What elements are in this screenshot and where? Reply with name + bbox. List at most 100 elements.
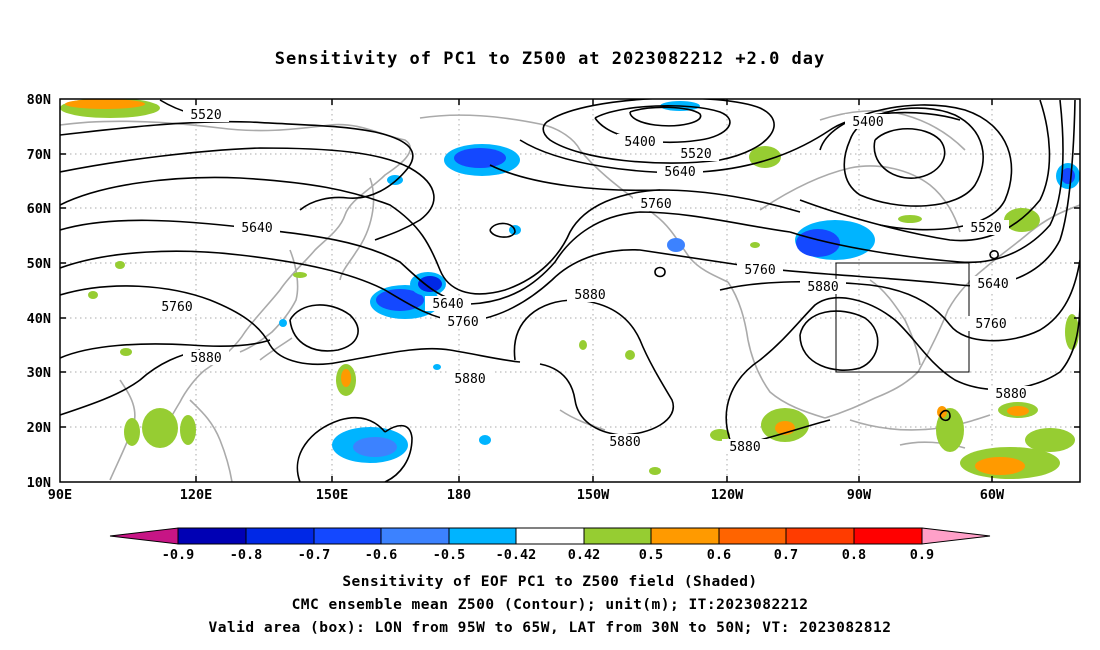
lon-label: 150W <box>577 487 610 503</box>
svg-text:5640: 5640 <box>977 277 1008 292</box>
colorbar-label: 0.9 <box>910 547 934 563</box>
colorbar-label: -0.7 <box>298 547 331 563</box>
colorbar-segment <box>177 527 247 545</box>
colorbar-segment <box>718 527 787 545</box>
colorbar-segment <box>515 527 585 545</box>
patch-negative <box>418 276 442 292</box>
patch-positive <box>1007 406 1029 416</box>
tick-marks <box>60 99 1080 482</box>
lon-label: 120W <box>711 487 744 503</box>
svg-text:5520: 5520 <box>680 147 711 162</box>
contour-label: 5520 <box>963 220 1009 236</box>
colorbar <box>109 527 991 545</box>
colorbar-labels: -0.9 -0.8 -0.7 -0.6 -0.5 -0.42 0.42 0.5 … <box>162 547 934 563</box>
contour-labels: 5520 5400 5520 5640 5400 5520 5640 5760 … <box>154 107 1034 455</box>
colorbar-label: -0.42 <box>496 547 537 563</box>
contour-label: 5640 <box>657 164 703 180</box>
svg-text:5760: 5760 <box>744 263 775 278</box>
lat-label: 40N <box>27 311 51 327</box>
colorbar-segment <box>921 527 991 545</box>
colorbar-label: -0.5 <box>433 547 466 563</box>
patch-positive <box>115 261 125 269</box>
contour-label: 5640 <box>425 296 471 312</box>
plot-title: Sensitivity of PC1 to Z500 at 2023082212… <box>274 49 826 69</box>
colorbar-label: -0.8 <box>230 547 263 563</box>
svg-text:5400: 5400 <box>624 135 655 150</box>
contour-label: 5880 <box>602 434 648 450</box>
svg-text:5880: 5880 <box>729 440 760 455</box>
colorbar-label: 0.6 <box>707 547 731 563</box>
lon-label: 90E <box>48 487 72 503</box>
svg-text:5880: 5880 <box>454 372 485 387</box>
patch-positive <box>898 215 922 223</box>
svg-text:5880: 5880 <box>574 288 605 303</box>
contour-label: 5880 <box>567 287 613 303</box>
contour-label: 5400 <box>845 114 891 130</box>
patch-negative <box>279 319 287 327</box>
patch-positive <box>750 242 760 248</box>
contour-label: 5880 <box>447 371 493 387</box>
map-frame <box>59 98 1081 483</box>
patch-positive <box>180 415 196 445</box>
patch-positive <box>293 272 307 278</box>
svg-text:5760: 5760 <box>640 197 671 212</box>
colorbar-label: 0.8 <box>842 547 866 563</box>
lon-label: 120E <box>180 487 213 503</box>
lat-label: 30N <box>27 365 51 381</box>
patch-negative <box>479 435 491 445</box>
patch-negative <box>353 437 397 457</box>
colorbar-segment <box>448 527 517 545</box>
contour-label: 5760 <box>737 262 783 278</box>
colorbar-segment <box>313 527 382 545</box>
lon-label: 180 <box>447 487 471 503</box>
contour-label: 5640 <box>970 276 1016 292</box>
svg-text:5760: 5760 <box>161 300 192 315</box>
lon-label: 60W <box>980 487 1005 503</box>
colorbar-segment <box>785 527 855 545</box>
patch-positive <box>1025 428 1075 452</box>
longitude-labels: 90E 120E 150E 180 150W 120W 90W 60W <box>48 487 1005 503</box>
svg-text:5880: 5880 <box>995 387 1026 402</box>
patch-negative <box>796 229 840 257</box>
caption-valid-area: Valid area (box): LON from 95W to 65W, L… <box>208 620 892 636</box>
lat-label: 70N <box>27 147 51 163</box>
patch-positive <box>88 291 98 299</box>
contour-label: 5520 <box>673 146 719 162</box>
svg-text:5400: 5400 <box>852 115 883 130</box>
colorbar-segment <box>109 527 179 545</box>
svg-text:5760: 5760 <box>447 315 478 330</box>
contour-label: 5760 <box>440 314 486 330</box>
colorbar-segment <box>380 527 450 545</box>
patch-negative <box>454 148 506 168</box>
svg-text:5520: 5520 <box>970 221 1001 236</box>
svg-text:5760: 5760 <box>975 317 1006 332</box>
svg-text:5640: 5640 <box>664 165 695 180</box>
colorbar-label: 0.7 <box>774 547 798 563</box>
contour-label: 5880 <box>722 439 768 455</box>
contour-label: 5400 <box>617 134 663 150</box>
patch-positive <box>710 429 730 441</box>
patch-negative <box>433 364 441 370</box>
svg-text:5520: 5520 <box>190 108 221 123</box>
contour-label: 5880 <box>800 279 846 295</box>
contour-label: 5520 <box>183 107 229 123</box>
patch-positive <box>142 408 178 448</box>
lat-label: 60N <box>27 201 51 217</box>
patch-positive <box>625 350 635 360</box>
lat-label: 80N <box>27 92 51 108</box>
colorbar-label: -0.9 <box>162 547 195 563</box>
svg-text:5880: 5880 <box>807 280 838 295</box>
colorbar-segment <box>650 527 720 545</box>
patch-positive <box>1004 208 1040 232</box>
patch-positive <box>120 348 132 356</box>
contour-label: 5640 <box>234 220 280 236</box>
colorbar-label: -0.6 <box>365 547 398 563</box>
svg-text:5880: 5880 <box>609 435 640 450</box>
patch-positive <box>975 457 1025 475</box>
patch-negative <box>667 238 685 252</box>
colorbar-segment <box>853 527 923 545</box>
contour-label: 5760 <box>633 196 679 212</box>
patch-positive <box>649 467 661 475</box>
caption-contour: CMC ensemble mean Z500 (Contour); unit(m… <box>291 597 809 613</box>
